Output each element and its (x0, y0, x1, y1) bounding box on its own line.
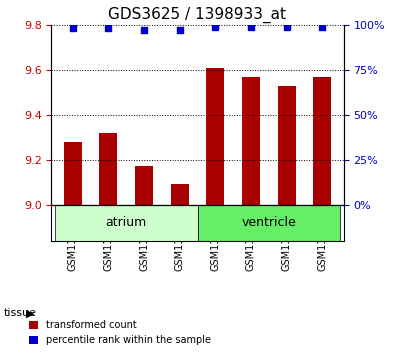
Point (177, 27, 183, 33)
Point (212, 24, 218, 29)
FancyBboxPatch shape (198, 205, 340, 241)
FancyBboxPatch shape (55, 205, 198, 241)
Bar (313, 76, 331, 205)
Point (105, 25, 111, 31)
Bar (135, 166, 153, 205)
Point (319, 24, 325, 29)
Text: tissue: tissue (4, 308, 37, 318)
Bar (278, 86, 295, 205)
Text: ▶: ▶ (26, 308, 34, 318)
Point (141, 27, 147, 33)
Point (70, 25, 76, 31)
Point (248, 24, 254, 29)
Bar (171, 184, 188, 205)
Bar (100, 133, 117, 205)
Bar (64, 142, 82, 205)
Title: GDS3625 / 1398933_at: GDS3625 / 1398933_at (109, 7, 286, 23)
Text: atrium: atrium (105, 216, 147, 229)
Legend: transformed count, percentile rank within the sample: transformed count, percentile rank withi… (24, 316, 215, 349)
Text: ventricle: ventricle (241, 216, 296, 229)
Bar (207, 68, 224, 205)
Point (284, 24, 290, 29)
Bar (242, 76, 260, 205)
